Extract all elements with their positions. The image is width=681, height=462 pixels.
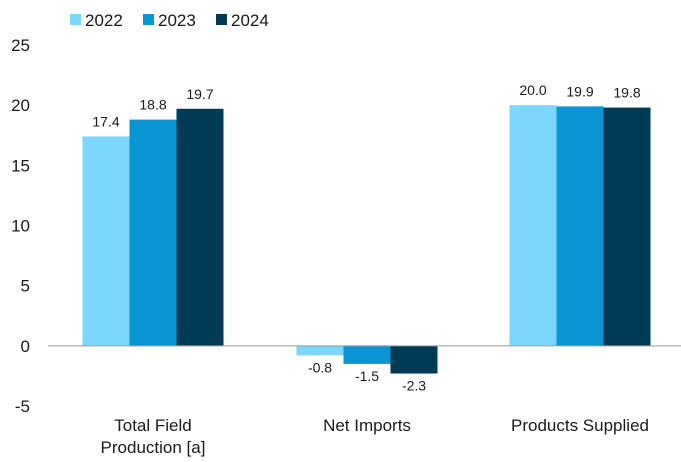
data-label: 20.0 xyxy=(519,82,546,98)
bar-2022-2 xyxy=(509,105,557,346)
legend: 2022 2023 2024 xyxy=(70,11,269,30)
data-label: 19.8 xyxy=(613,85,640,101)
bar-2023-1 xyxy=(343,345,391,364)
bar-2024-1 xyxy=(390,345,438,374)
data-labels: 17.4 -0.8 20.0 18.8 -1.5 19.9 19.7 -2.3 19.8 xyxy=(92,82,640,393)
y-tick-label: 15 xyxy=(11,156,30,175)
legend-item-2023: 2023 xyxy=(143,11,196,30)
x-category-label: Products Supplied xyxy=(511,416,649,435)
x-category-label: Production [a] xyxy=(101,438,206,457)
data-label: 19.9 xyxy=(566,83,593,99)
legend-label: 2022 xyxy=(85,11,123,30)
legend-item-2024: 2024 xyxy=(216,11,269,30)
data-label: -2.3 xyxy=(402,378,426,394)
legend-swatch xyxy=(143,14,154,25)
y-tick-label: 25 xyxy=(11,36,30,55)
y-tick-label: -5 xyxy=(15,397,30,416)
x-axis: Total Field Production [a] Net Imports Prod… xyxy=(101,416,649,457)
x-category-label: Net Imports xyxy=(323,416,411,435)
bar-2024-2 xyxy=(603,107,651,346)
x-category-label: Total Field xyxy=(114,416,191,435)
legend-label: 2023 xyxy=(158,11,196,30)
legend-swatch xyxy=(70,14,81,25)
legend-item-2022: 2022 xyxy=(70,11,123,30)
y-tick-label: 5 xyxy=(21,277,30,296)
legend-label: 2024 xyxy=(231,11,269,30)
data-label: -0.8 xyxy=(308,359,332,375)
y-tick-label: 20 xyxy=(11,96,30,115)
data-label: 19.7 xyxy=(186,86,213,102)
bar-2022-0 xyxy=(82,136,130,346)
bar-2022-1 xyxy=(296,345,344,356)
bars xyxy=(82,105,651,374)
y-tick-label: 0 xyxy=(21,337,30,356)
bar-2023-2 xyxy=(556,106,604,346)
data-label: 17.4 xyxy=(92,113,119,129)
bar-2024-0 xyxy=(176,108,224,346)
legend-swatch xyxy=(216,14,227,25)
data-label: -1.5 xyxy=(355,368,379,384)
y-axis: 25 20 15 10 5 0 -5 xyxy=(11,36,30,416)
bar-2023-0 xyxy=(129,119,177,346)
y-tick-label: 10 xyxy=(11,217,30,236)
data-label: 18.8 xyxy=(139,97,166,113)
